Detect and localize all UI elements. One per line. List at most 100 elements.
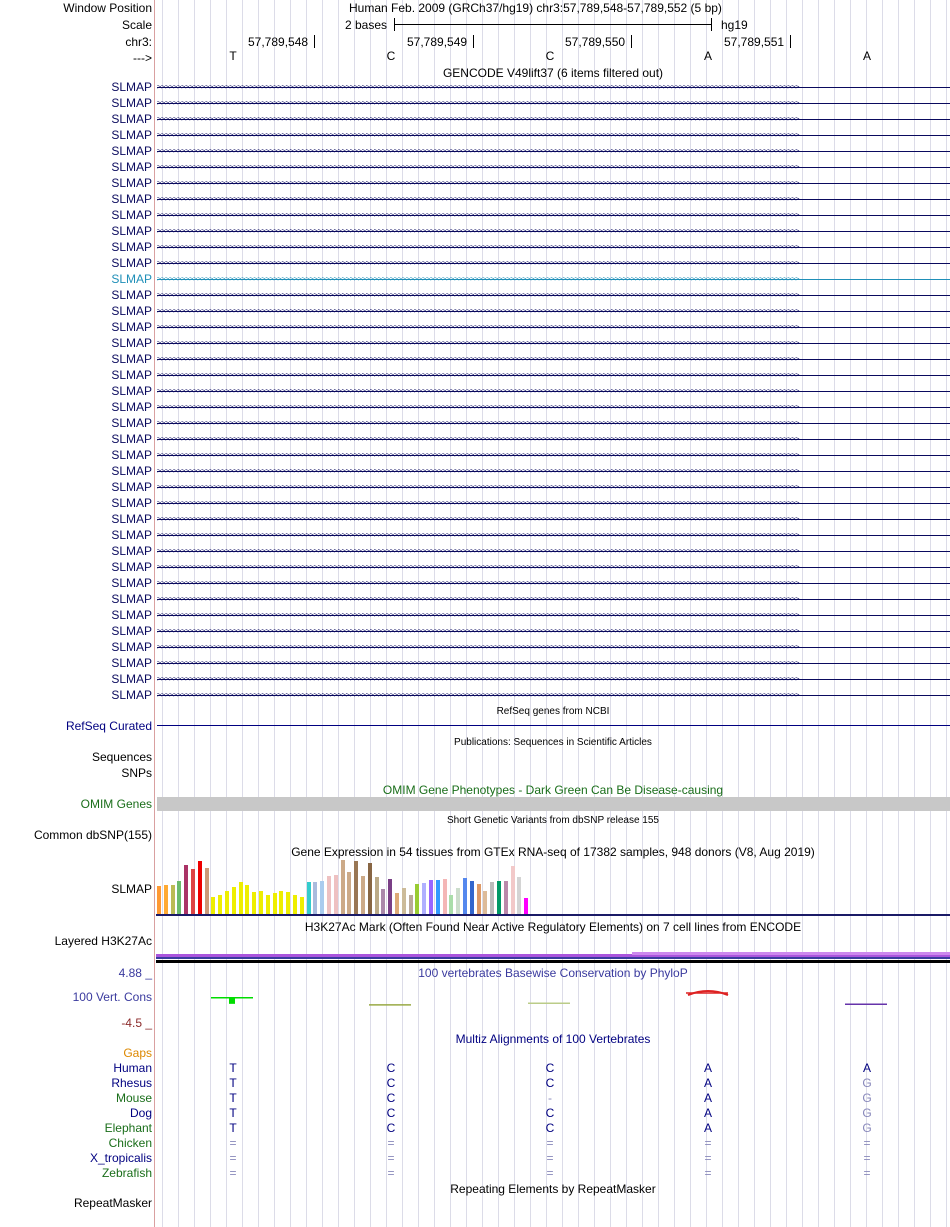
gtex-tissue-bar[interactable] — [490, 882, 495, 914]
gencode-transcript-line[interactable] — [157, 327, 950, 328]
gencode-transcript-line[interactable] — [157, 215, 950, 216]
gtex-tissue-bar[interactable] — [184, 865, 189, 914]
gtex-tissue-bar[interactable] — [313, 882, 318, 914]
gtex-tissue-bar[interactable] — [306, 882, 311, 914]
gencode-transcript-line[interactable] — [157, 647, 950, 648]
gencode-transcript-label[interactable]: SLMAP — [111, 432, 152, 446]
gencode-transcript-label[interactable]: SLMAP — [111, 384, 152, 398]
gencode-transcript-label[interactable]: SLMAP — [111, 288, 152, 302]
h3k27ac-track-label[interactable]: Layered H3K27Ac — [54, 934, 152, 948]
gencode-transcript-line[interactable] — [157, 167, 950, 168]
gencode-transcript-label[interactable]: SLMAP — [111, 608, 152, 622]
gtex-tissue-bar[interactable] — [361, 876, 365, 914]
gencode-transcript-line[interactable] — [157, 263, 950, 264]
gtex-track-label[interactable]: SLMAP — [111, 882, 152, 896]
gtex-tissue-bar[interactable] — [231, 887, 236, 914]
gencode-transcript-label[interactable]: SLMAP — [111, 448, 152, 462]
gencode-transcript-line[interactable] — [157, 135, 950, 136]
gencode-transcript-label[interactable]: SLMAP — [111, 304, 152, 318]
gtex-tissue-bar[interactable] — [293, 895, 297, 914]
gtex-tissue-bar[interactable] — [395, 893, 399, 914]
gtex-tissue-bar[interactable] — [429, 880, 433, 914]
gtex-tissue-bar[interactable] — [225, 891, 229, 914]
gtex-tissue-bar[interactable] — [218, 895, 223, 914]
gencode-transcript-line[interactable] — [157, 343, 950, 344]
gencode-transcript-line[interactable] — [157, 695, 950, 696]
gtex-tissue-bar[interactable] — [340, 860, 345, 914]
gencode-transcript-line[interactable] — [157, 503, 950, 504]
gtex-tissue-bar[interactable] — [157, 886, 161, 914]
gtex-tissue-bar[interactable] — [517, 877, 522, 914]
publications-snps-label[interactable]: SNPs — [121, 766, 152, 780]
phylop-score-peak[interactable] — [687, 990, 729, 996]
dbsnp-track-label[interactable]: Common dbSNP(155) — [33, 828, 152, 842]
gencode-transcript-line[interactable] — [157, 583, 950, 584]
phylop-conservation-plot[interactable] — [156, 984, 950, 1024]
gencode-transcript-label[interactable]: SLMAP — [111, 240, 152, 254]
gencode-transcript-label[interactable]: SLMAP — [111, 624, 152, 638]
gtex-tissue-bar[interactable] — [204, 868, 209, 914]
gtex-tissue-bar[interactable] — [388, 879, 393, 914]
gtex-tissue-bar[interactable] — [163, 885, 168, 914]
gencode-transcript-label[interactable]: SLMAP — [111, 336, 152, 350]
omim-gene-bar[interactable] — [157, 797, 950, 811]
gencode-transcript-label[interactable]: SLMAP — [111, 592, 152, 606]
gencode-transcript-line[interactable] — [157, 471, 950, 472]
gtex-tissue-bar[interactable] — [191, 869, 195, 914]
gtex-tissue-bar[interactable] — [469, 881, 474, 914]
multiz-species-label[interactable]: Elephant — [104, 1121, 152, 1135]
gencode-transcript-line[interactable] — [157, 151, 950, 152]
gencode-transcript-label[interactable]: SLMAP — [111, 224, 152, 238]
gencode-transcript-line[interactable] — [157, 359, 950, 360]
multiz-species-label[interactable]: Rhesus — [111, 1076, 152, 1090]
gencode-transcript-line[interactable] — [157, 407, 950, 408]
gtex-tissue-bar[interactable] — [170, 885, 175, 914]
gtex-tissue-bar[interactable] — [211, 897, 216, 914]
multiz-species-label[interactable]: X_tropicalis — [89, 1151, 152, 1165]
gtex-tissue-bar[interactable] — [238, 882, 243, 914]
gtex-tissue-bar[interactable] — [449, 895, 454, 914]
multiz-gaps-label[interactable]: Gaps — [123, 1046, 152, 1060]
gencode-transcript-line[interactable] — [157, 295, 950, 296]
gtex-tissue-bar[interactable] — [272, 893, 277, 914]
gtex-tissue-bar[interactable] — [286, 892, 291, 914]
gencode-transcript-label[interactable]: SLMAP — [111, 512, 152, 526]
gencode-transcript-label[interactable]: SLMAP — [111, 576, 152, 590]
multiz-species-label[interactable]: Mouse — [115, 1091, 152, 1105]
conservation-track-label[interactable]: 100 Vert. Cons — [72, 990, 152, 1004]
gencode-transcript-line[interactable] — [157, 423, 950, 424]
gtex-tissue-bar[interactable] — [503, 881, 508, 914]
gencode-transcript-label[interactable]: SLMAP — [111, 96, 152, 110]
gtex-tissue-bar[interactable] — [497, 881, 501, 914]
gencode-transcript-label[interactable]: SLMAP — [111, 80, 152, 94]
gencode-transcript-line[interactable] — [157, 519, 950, 520]
gencode-transcript-line[interactable] — [157, 87, 950, 88]
gtex-tissue-bar[interactable] — [333, 875, 338, 914]
gtex-tissue-bar[interactable] — [320, 881, 325, 914]
gtex-tissue-bar[interactable] — [422, 883, 427, 914]
gencode-transcript-label[interactable]: SLMAP — [111, 320, 152, 334]
gtex-tissue-bar[interactable] — [408, 895, 413, 914]
gencode-transcript-line[interactable] — [157, 567, 950, 568]
h3k27ac-signal-peak[interactable] — [632, 952, 950, 955]
gencode-transcript-label[interactable]: SLMAP — [111, 528, 152, 542]
gtex-tissue-bar[interactable] — [299, 897, 304, 914]
gtex-tissue-bar[interactable] — [435, 880, 440, 914]
gencode-transcript-line[interactable] — [157, 183, 950, 184]
multiz-species-label[interactable]: Human — [113, 1061, 152, 1075]
gencode-transcript-label[interactable]: SLMAP — [111, 144, 152, 158]
gencode-transcript-line[interactable] — [157, 679, 950, 680]
gtex-tissue-bar[interactable] — [483, 891, 488, 914]
gencode-transcript-line[interactable] — [157, 535, 950, 536]
gencode-transcript-line[interactable] — [157, 631, 950, 632]
gtex-tissue-bar[interactable] — [327, 876, 331, 914]
gencode-transcript-label[interactable]: SLMAP — [111, 256, 152, 270]
gtex-tissue-bar[interactable] — [259, 891, 263, 914]
gencode-transcript-label[interactable]: SLMAP — [111, 656, 152, 670]
gencode-transcript-label[interactable]: SLMAP — [111, 688, 152, 702]
gtex-tissue-bar[interactable] — [476, 884, 481, 914]
refseq-intron-line[interactable] — [157, 725, 950, 726]
gencode-transcript-line[interactable] — [157, 391, 950, 392]
phylop-score-peak[interactable] — [229, 997, 235, 1004]
gtex-tissue-bar[interactable] — [245, 885, 250, 914]
